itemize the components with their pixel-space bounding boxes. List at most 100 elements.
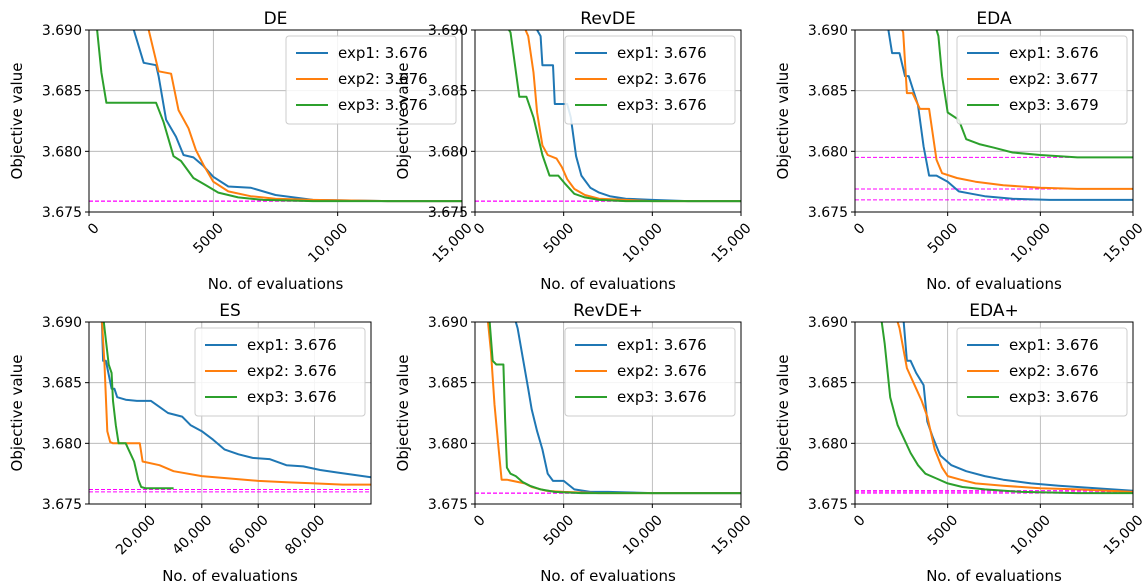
x-axis-label: No. of evaluations	[540, 567, 676, 583]
x-axis-label: No. of evaluations	[208, 275, 344, 293]
axes-frame	[474, 29, 742, 213]
y-tick-label: 3.685	[42, 376, 82, 392]
y-tick-label: 3.675	[428, 497, 468, 513]
series-line-exp2	[146, 30, 462, 203]
y-tick-label: 3.675	[808, 205, 848, 221]
y-tick-label: 3.690	[428, 23, 468, 39]
legend-label-exp2: exp2: 3.677	[1009, 70, 1099, 88]
x-tick-label: 10,000	[620, 512, 666, 558]
x-axis-label: No. of evaluations	[926, 567, 1062, 583]
x-tick-label: 5000	[925, 220, 962, 257]
series-line-exp2	[524, 30, 741, 203]
y-tick-label: 3.675	[42, 205, 82, 221]
series-line-exp3	[935, 30, 1133, 159]
x-axis-label: No. of evaluations	[162, 567, 298, 583]
legend-label-exp3: exp3: 3.676	[617, 388, 707, 406]
y-tick-label: 3.685	[428, 376, 468, 392]
chart-title: RevDE	[580, 9, 635, 29]
y-tick-label: 3.685	[808, 84, 848, 100]
legend-box	[564, 35, 736, 125]
legend-label-exp2: exp2: 3.676	[247, 362, 337, 380]
y-tick-label: 3.690	[42, 315, 82, 331]
legend: exp1: 3.676 exp2: 3.676 exp3: 3.676	[564, 35, 736, 125]
series-line-exp3	[507, 30, 741, 203]
chart-title: RevDE+	[573, 301, 643, 321]
legend-label-exp3: exp3: 3.676	[617, 96, 707, 114]
legend-box	[956, 327, 1128, 417]
legend-box	[194, 327, 366, 417]
legend-label-exp1: exp1: 3.676	[247, 336, 337, 354]
legend-label-exp3: exp3: 3.676	[247, 388, 337, 406]
x-tick-label: 15,000	[1101, 512, 1147, 558]
chart-panel-6: 3.675 3.680 3.685 3.690 0 5000 10,000 15,000 EDA…	[774, 301, 1147, 583]
series-line-exp3	[880, 322, 1133, 495]
x-tick-label: 15,000	[709, 220, 755, 266]
series-line-exp3	[102, 322, 174, 490]
legend-label-exp1: exp1: 3.676	[617, 44, 707, 62]
legend: exp1: 3.676 exp2: 3.676 exp3: 3.676	[194, 327, 366, 417]
legend-label-exp3: exp3: 3.676	[338, 96, 428, 114]
x-tick-label: 10,000	[1008, 512, 1054, 558]
y-tick-label: 3.680	[42, 436, 82, 452]
y-tick-label: 3.690	[808, 315, 848, 331]
legend-label-exp2: exp2: 3.676	[338, 70, 428, 88]
chart-panel-5: 3.675 3.680 3.685 3.690 0 5000 10,000 15,000 Rev…	[394, 301, 755, 583]
series-line-exp2	[896, 322, 1133, 493]
x-tick-label: 0	[471, 512, 489, 530]
chart-panel-4: 3.675 3.680 3.685 3.690 20,000 40,000 60,000 80…	[8, 301, 372, 583]
series-line-exp1	[131, 30, 462, 203]
x-tick-label: 15,000	[430, 220, 476, 266]
y-axis-label: Objective value	[8, 355, 26, 472]
axes-frame	[88, 29, 463, 213]
y-tick-label: 3.680	[808, 436, 848, 452]
legend-label-exp3: exp3: 3.676	[1009, 388, 1099, 406]
x-tick-label: 10,000	[1008, 220, 1054, 266]
x-tick-label: 60,000	[226, 512, 272, 558]
y-tick-label: 3.685	[808, 376, 848, 392]
x-tick-label: 40,000	[169, 512, 215, 558]
y-tick-label: 3.690	[42, 23, 82, 39]
x-tick-label: 10,000	[305, 220, 351, 266]
y-axis-label: Objective value	[774, 355, 792, 472]
chart-panel-3: 3.675 3.680 3.685 3.690 0 5000 10,000 15,000 EDA…	[774, 9, 1147, 293]
y-tick-label: 3.690	[808, 23, 848, 39]
chart-title: DE	[264, 9, 288, 29]
y-tick-label: 3.680	[428, 144, 468, 160]
x-tick-label: 0	[471, 220, 489, 238]
y-tick-label: 3.690	[428, 315, 468, 331]
legend-label-exp1: exp1: 3.676	[1009, 336, 1099, 354]
series-line-exp1	[514, 322, 741, 495]
legend: exp1: 3.676 exp2: 3.677 exp3: 3.679	[956, 35, 1128, 125]
legend-box	[956, 35, 1128, 125]
x-tick-label: 5000	[925, 512, 962, 549]
series-line-exp2	[901, 30, 1133, 190]
x-tick-label: 5000	[541, 220, 578, 257]
chart-title: EDA+	[969, 301, 1018, 321]
x-tick-label: 5000	[190, 220, 227, 257]
series-line-exp1	[902, 322, 1133, 492]
x-tick-label: 10,000	[620, 220, 666, 266]
y-axis-label: Objective value	[774, 63, 792, 180]
legend-box	[285, 35, 457, 125]
legend-label-exp2: exp2: 3.676	[1009, 362, 1099, 380]
series-line-exp1	[535, 30, 741, 203]
x-tick-label: 15,000	[709, 512, 755, 558]
legend-label-exp1: exp1: 3.676	[338, 44, 428, 62]
legend: exp1: 3.676 exp2: 3.676 exp3: 3.676	[285, 35, 457, 125]
x-tick-label: 0	[851, 512, 869, 530]
y-tick-label: 3.680	[428, 436, 468, 452]
y-axis-label: Objective value	[394, 355, 412, 472]
axes-frame	[88, 321, 372, 505]
legend-label-exp2: exp2: 3.676	[617, 70, 707, 88]
x-axis-label: No. of evaluations	[540, 275, 676, 293]
x-tick-label: 80,000	[282, 512, 328, 558]
y-tick-label: 3.685	[42, 84, 82, 100]
legend-label-exp3: exp3: 3.679	[1009, 96, 1099, 114]
x-axis-label: No. of evaluations	[926, 275, 1062, 293]
y-tick-label: 3.680	[42, 144, 82, 160]
x-tick-label: 15,000	[1101, 220, 1147, 266]
y-axis-label: Objective value	[394, 63, 412, 180]
x-tick-label: 0	[851, 220, 869, 238]
y-tick-label: 3.675	[42, 497, 82, 513]
